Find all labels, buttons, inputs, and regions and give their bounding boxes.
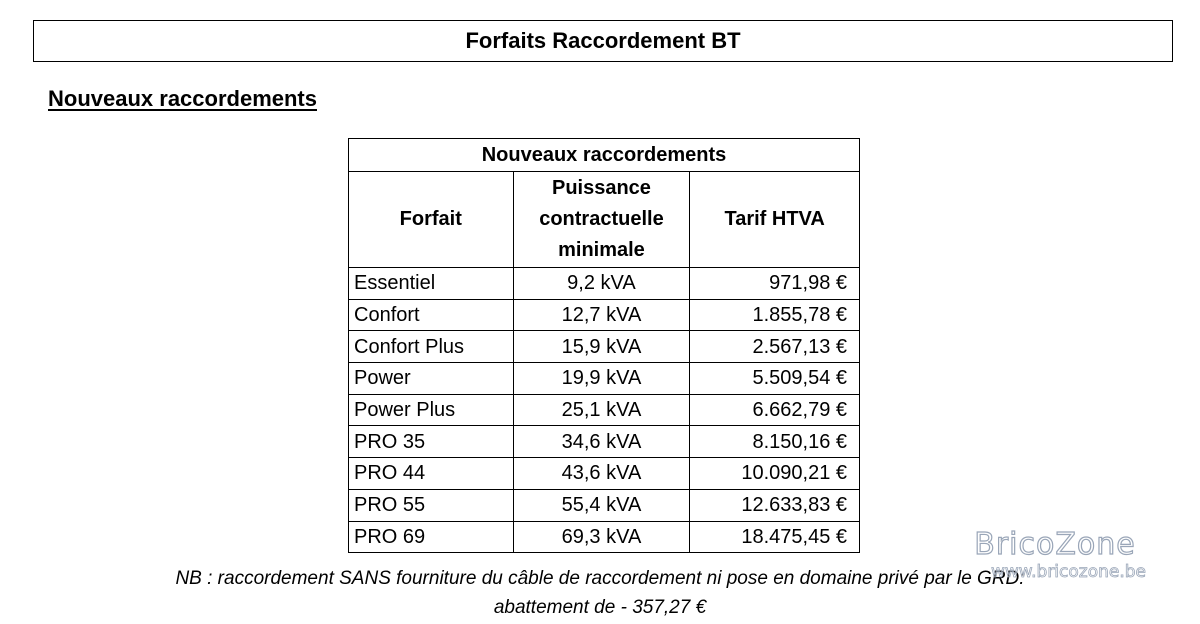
cell-forfait: Confort (348, 298, 514, 332)
footnote-line1: NB : raccordement SANS fourniture du câb… (175, 568, 1025, 589)
cell-price: 5.509,54 € (689, 362, 860, 395)
table-row: PRO 35 34,6 kVA 8.150,16 € (348, 425, 860, 459)
footnote-line2: abattement de - 357,27 € (493, 597, 707, 618)
table-row: Power 19,9 kVA 5.509,54 € (348, 362, 860, 395)
table-row: PRO 44 43,6 kVA 10.090,21 € (348, 457, 860, 490)
table-row: Power Plus 25,1 kVA 6.662,79 € (348, 393, 860, 427)
header-power-line1: Puissance (551, 177, 651, 199)
cell-price: 10.090,21 € (689, 457, 860, 490)
cell-power: 69,3 kVA (512, 520, 691, 554)
cell-forfait: PRO 35 (348, 425, 514, 459)
cell-power: 34,6 kVA (512, 425, 691, 459)
cell-price: 12.633,83 € (689, 488, 860, 522)
cell-power: 55,4 kVA (512, 488, 691, 522)
table-row: Essentiel 9,2 kVA 971,98 € (348, 267, 860, 300)
cell-price: 1.855,78 € (689, 298, 860, 332)
table-row: Confort Plus 15,9 kVA 2.567,13 € (348, 330, 860, 364)
document-title: Forfaits Raccordement BT (33, 20, 1173, 62)
cell-forfait: Essentiel (348, 267, 514, 300)
cell-price: 6.662,79 € (689, 393, 860, 427)
cell-forfait: PRO 69 (348, 520, 514, 554)
header-power: Puissance contractuelle minimale (512, 171, 691, 268)
section-heading: Nouveaux raccordements (48, 86, 317, 111)
header-power-line3: minimale (558, 239, 645, 261)
table-row: PRO 69 69,3 kVA 18.475,45 € (348, 520, 860, 554)
cell-price: 8.150,16 € (689, 425, 860, 459)
cell-power: 9,2 kVA (512, 267, 691, 300)
header-power-line2: contractuelle (539, 208, 664, 230)
table-header-row: Forfait Puissance contractuelle minimale… (348, 171, 860, 268)
cell-price: 971,98 € (689, 267, 860, 300)
table-row: PRO 55 55,4 kVA 12.633,83 € (348, 488, 860, 522)
cell-power: 12,7 kVA (512, 298, 691, 332)
table-row: Confort 12,7 kVA 1.855,78 € (348, 298, 860, 332)
cell-forfait: Confort Plus (348, 330, 514, 364)
cell-forfait: PRO 55 (348, 488, 514, 522)
cell-price: 18.475,45 € (689, 520, 860, 554)
cell-power: 19,9 kVA (512, 362, 691, 395)
watermark-brand: BricoZone (974, 527, 1136, 562)
cell-power: 15,9 kVA (512, 330, 691, 364)
cell-price: 2.567,13 € (689, 330, 860, 364)
cell-power: 43,6 kVA (512, 457, 691, 490)
table-caption-row: Nouveaux raccordements (348, 138, 860, 172)
header-price: Tarif HTVA (689, 171, 860, 268)
header-forfait: Forfait (348, 171, 514, 268)
cell-power: 25,1 kVA (512, 393, 691, 427)
tariff-table: Nouveaux raccordements Forfait Puissance… (348, 138, 860, 554)
cell-forfait: PRO 44 (348, 457, 514, 490)
cell-forfait: Power Plus (348, 393, 514, 427)
cell-forfait: Power (348, 362, 514, 395)
table-caption: Nouveaux raccordements (348, 138, 860, 172)
footnote: NB : raccordement SANS fourniture du câb… (0, 564, 1200, 622)
